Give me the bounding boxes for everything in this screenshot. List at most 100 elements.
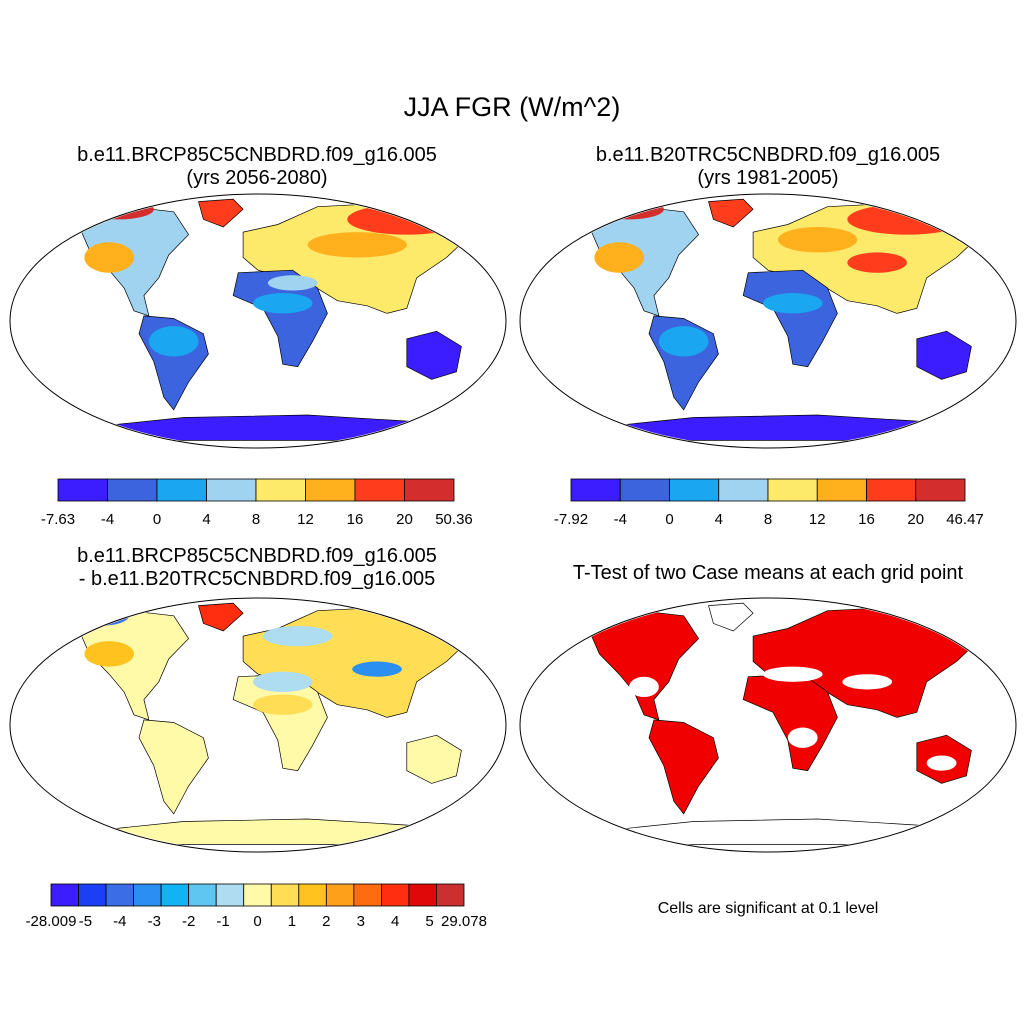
- land-na: [78, 610, 190, 721]
- colorbar-tick-label: 16: [858, 511, 875, 528]
- colorbar-tick-label: 2: [322, 913, 330, 930]
- map-panel-1: [9, 193, 507, 449]
- colorbar-2: -7.92 -4 0 4 8 12 16 20 46.47: [554, 478, 984, 528]
- map-panel-4: [519, 597, 1017, 853]
- colorbar-tick-label: 3: [357, 913, 365, 930]
- colorbar-tick-label: -3: [148, 913, 161, 930]
- field-patch: [847, 252, 907, 273]
- colorbar-swatch: [915, 478, 966, 502]
- colorbar-swatch: [325, 883, 355, 907]
- field-patch: [787, 727, 818, 748]
- colorbar-tick-label: 46.47: [946, 511, 984, 528]
- colorbar-tick-label: 8: [252, 511, 260, 528]
- map-border: [9, 597, 507, 853]
- colorbar-swatch: [188, 883, 217, 907]
- colorbar-tick-label: -7.92: [554, 511, 588, 528]
- colorbar-swatch: [270, 883, 300, 907]
- colorbar-swatch: [353, 883, 382, 907]
- colorbar-tick-label: 5: [425, 913, 433, 930]
- panel-4-title: T-Test of two Case means at each grid po…: [572, 562, 964, 584]
- field-patch: [262, 625, 333, 647]
- panel-1-years: (yrs 2056-2080): [186, 167, 328, 189]
- field-patch: [926, 755, 957, 771]
- land-af: [742, 673, 838, 772]
- land-sa: [138, 719, 209, 815]
- panel-2-title: b.e11.B20TRC5CNBDRD.f09_g16.005 (yrs 198…: [518, 144, 1018, 190]
- field-patch: [594, 199, 664, 220]
- field-patch: [253, 293, 313, 314]
- field-patch: [267, 275, 318, 291]
- colorbar-tick-label: 16: [347, 511, 364, 528]
- field-patch: [763, 666, 823, 682]
- colorbar-swatch: [436, 883, 465, 907]
- land-gr: [708, 602, 754, 632]
- map-land: [63, 198, 477, 441]
- colorbar-tick-label: -5: [79, 913, 92, 930]
- colorbar-swatch: [215, 883, 245, 907]
- colorbar-swatch: [255, 478, 306, 502]
- panel-3-title: b.e11.BRCP85C5CNBDRD.f09_g16.005 - b.e11…: [7, 545, 507, 591]
- map-land: [63, 602, 477, 845]
- field-patch: [253, 694, 313, 715]
- figure-title: JJA FGR (W/m^2): [403, 92, 621, 122]
- colorbar-3: -28.009 -5 -4 -3 -2 -1 0 1 2 3 4 5 29.078: [26, 883, 487, 930]
- colorbar-swatch: [404, 478, 455, 502]
- colorbar-swatch: [669, 478, 720, 502]
- colorbar-tick-label: 29.078: [441, 913, 487, 930]
- map-panel-2: [519, 193, 1017, 449]
- colorbar-tick-label: 8: [764, 511, 772, 528]
- field-patch: [253, 671, 313, 692]
- field-patch: [777, 227, 858, 253]
- colorbar-tick-label: 0: [665, 511, 673, 528]
- colorbar-swatch: [380, 883, 410, 907]
- colorbar-tick-label: 0: [253, 913, 261, 930]
- land-au: [406, 734, 462, 784]
- field-patch: [84, 199, 154, 220]
- significance-note: Cells are significant at 0.1 level: [657, 900, 879, 917]
- colorbar-tick-label: 12: [297, 511, 314, 528]
- colorbar-swatch: [408, 883, 437, 907]
- panel-3-case-a: b.e11.BRCP85C5CNBDRD.f09_g16.005: [77, 545, 437, 567]
- colorbar-tick-label: 1: [288, 913, 296, 930]
- colorbar-swatch: [354, 478, 405, 502]
- colorbar-swatch: [50, 883, 79, 907]
- colorbar-swatch: [718, 478, 769, 502]
- panel-1-title: b.e11.BRCP85C5CNBDRD.f09_g16.005 (yrs 20…: [7, 144, 507, 190]
- land-gr: [198, 198, 244, 228]
- land-gr: [708, 198, 754, 228]
- colorbar-tick-label: 4: [391, 913, 399, 930]
- field-patch: [352, 661, 402, 677]
- map-panel-3: [9, 597, 507, 853]
- colorbar-tick-label: -28.009: [26, 913, 77, 930]
- colorbar-swatch: [107, 478, 158, 502]
- colorbar-tick-label: -2: [182, 913, 195, 930]
- colorbar-swatch: [105, 883, 134, 907]
- colorbar-swatch: [570, 478, 621, 502]
- field-patch: [629, 676, 659, 698]
- field-patch: [658, 326, 709, 357]
- field-patch: [594, 242, 644, 273]
- colorbar-tick-label: -4: [101, 511, 114, 528]
- colorbar-tick-label: -1: [216, 913, 229, 930]
- colorbar-tick-label: 0: [153, 511, 161, 528]
- panel-2-years: (yrs 1981-2005): [697, 167, 839, 189]
- colorbar-swatch: [156, 478, 207, 502]
- colorbar-swatch: [206, 478, 257, 502]
- colorbar-swatch: [866, 478, 917, 502]
- colorbar-tick-label: 12: [809, 511, 826, 528]
- field-patch: [847, 204, 967, 235]
- land-sa: [648, 719, 719, 815]
- colorbar-swatch: [816, 478, 867, 502]
- field-patch: [396, 605, 467, 626]
- land-gr: [198, 602, 244, 632]
- land-af: [742, 269, 838, 368]
- colorbar-swatch: [160, 883, 190, 907]
- colorbar-swatch: [243, 883, 272, 907]
- colorbar-swatch: [133, 883, 162, 907]
- field-patch: [842, 674, 892, 690]
- colorbar-swatch: [767, 478, 818, 502]
- colorbar-tick-label: 4: [715, 511, 723, 528]
- field-patch: [69, 605, 130, 626]
- panel-2-case: b.e11.B20TRC5CNBDRD.f09_g16.005: [595, 144, 941, 166]
